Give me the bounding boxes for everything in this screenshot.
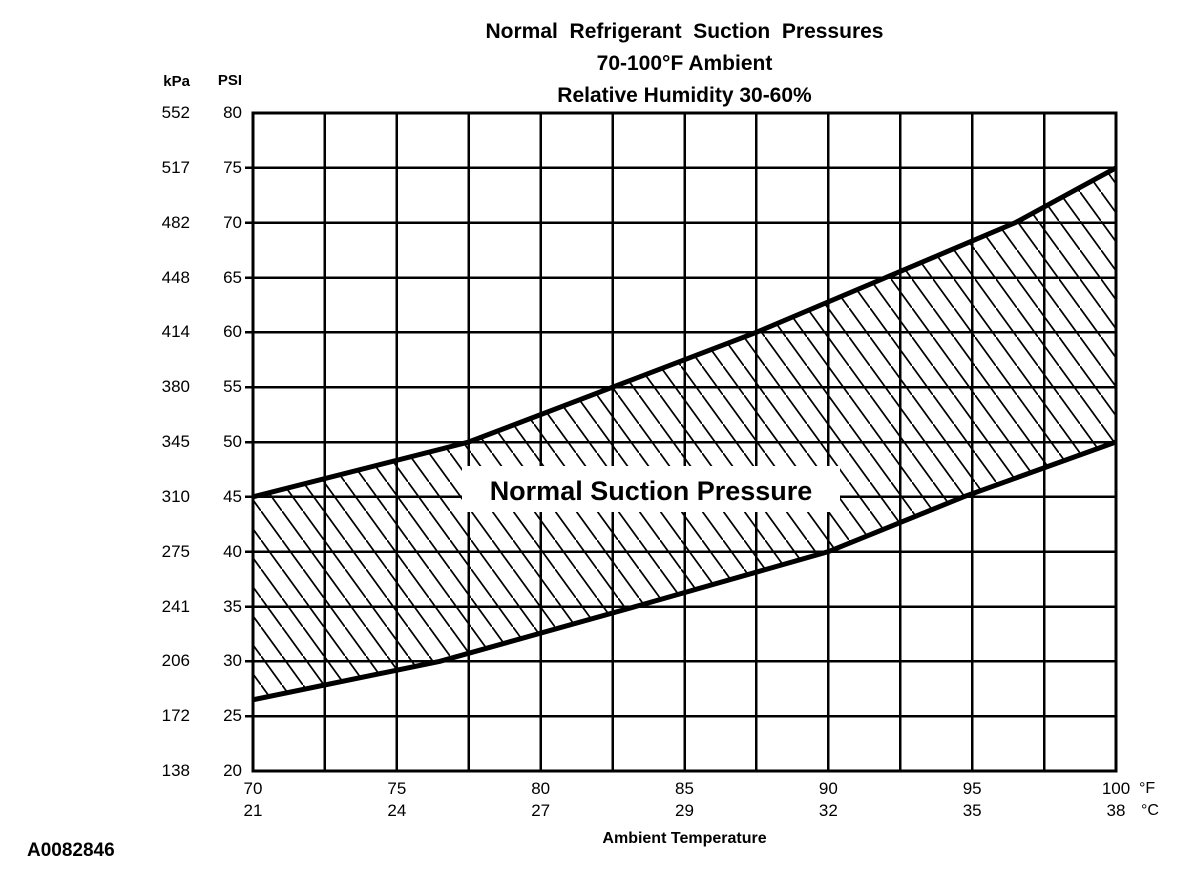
x-tick-celsius: 32 (818, 801, 838, 820)
lower-limit-curve (253, 439, 1116, 703)
y-tick-psi: 70 (223, 212, 242, 232)
y-tick-psi: 75 (223, 157, 242, 177)
y-tick-psi: 80 (223, 103, 242, 122)
y-tick-kpa: 138 (161, 761, 190, 780)
plot-area: Normal Suction Pressure (245, 111, 1118, 773)
x-tick-celsius: 38 (1106, 801, 1126, 820)
y-tick-kpa: 310 (161, 486, 190, 506)
x-tick-celsius: 21 (243, 801, 263, 820)
x-axis-title: Ambient Temperature (602, 830, 767, 847)
band-label: Normal Suction Pressure (490, 476, 813, 506)
x-tick-fahrenheit: 85 (675, 779, 694, 798)
y-axis-unit-kpa: kPa (163, 73, 190, 90)
x-tick-fahrenheit: 80 (531, 779, 551, 798)
x-tick-celsius: 24 (387, 801, 407, 820)
y-tick-psi: 35 (223, 596, 242, 616)
x-tick-celsius: 29 (675, 801, 694, 820)
x-tick-fahrenheit: 75 (387, 779, 407, 798)
y-tick-psi: 25 (223, 706, 242, 726)
upper-limit-curve (253, 165, 1116, 500)
x-axis-unit-fahrenheit: °F (1139, 780, 1156, 797)
chart-title-line2: 70-100°F Ambient (596, 52, 773, 75)
x-axis-unit-celsius: °C (1141, 802, 1159, 819)
y-tick-kpa: 482 (161, 212, 190, 232)
x-tick-celsius: 27 (531, 801, 551, 820)
x-tick-fahrenheit: 90 (818, 779, 838, 798)
normal-pressure-band (253, 167, 1116, 700)
y-tick-kpa: 517 (161, 157, 190, 177)
y-tick-kpa: 414 (161, 322, 190, 342)
y-tick-psi: 40 (223, 541, 242, 561)
chart-title-line3: Relative Humidity 30-60% (557, 84, 812, 107)
y-tick-kpa: 172 (161, 706, 190, 726)
y-tick-kpa: 380 (161, 377, 190, 397)
y-tick-psi: 60 (223, 322, 242, 342)
y-tick-kpa: 241 (161, 596, 190, 616)
x-tick-fahrenheit: 70 (243, 779, 263, 798)
y-tick-psi: 55 (223, 377, 242, 397)
x-tick-fahrenheit: 95 (962, 779, 982, 798)
chart-title: Normal Refrigerant Suction Pressures 70-… (253, 16, 1116, 112)
y-tick-kpa: 448 (161, 267, 190, 287)
band-label-box (462, 466, 840, 512)
y-tick-kpa: 206 (161, 651, 190, 671)
y-tick-kpa: 275 (161, 541, 190, 561)
y-axis-unit-psi: PSI (217, 72, 242, 89)
figure-id-label: A0082846 (27, 840, 115, 861)
y-tick-psi: 65 (223, 267, 242, 287)
y-tick-kpa: 345 (161, 432, 190, 451)
y-tick-psi: 45 (223, 486, 242, 506)
y-tick-psi: 30 (223, 651, 242, 671)
x-tick-fahrenheit: 100 (1101, 779, 1131, 798)
chart-title-line1: Normal Refrigerant Suction Pressures (485, 20, 884, 43)
plot-border (251, 111, 1118, 773)
y-tick-psi: 50 (223, 432, 242, 451)
x-tick-celsius: 35 (962, 801, 982, 820)
y-tick-kpa: 552 (161, 103, 190, 122)
y-tick-psi: 20 (223, 761, 242, 780)
